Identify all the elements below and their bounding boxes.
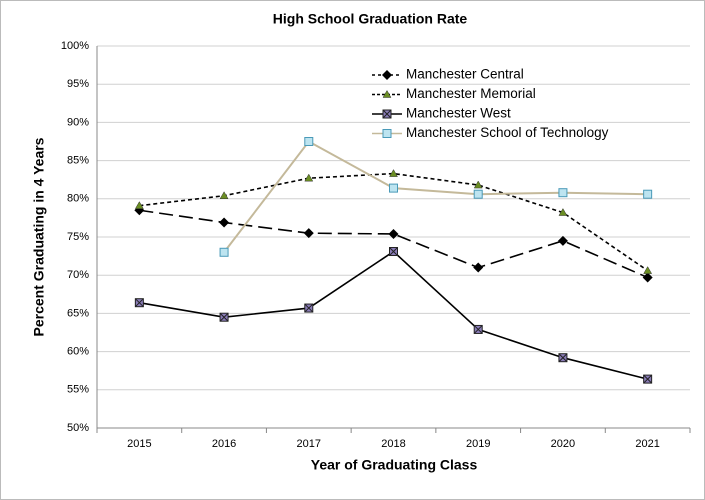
legend-label: Manchester West xyxy=(406,106,511,121)
y-tick-label: 85% xyxy=(67,155,89,167)
marker-cross xyxy=(135,298,144,308)
data-point xyxy=(389,183,398,193)
data-point xyxy=(219,217,230,228)
y-tick-label: 65% xyxy=(67,307,89,319)
data-point xyxy=(219,191,229,199)
legend-marker xyxy=(382,70,392,80)
legend-label: Manchester Memorial xyxy=(406,86,536,101)
x-tick-label: 2018 xyxy=(381,438,405,450)
chart-title: High School Graduation Rate xyxy=(273,11,468,27)
x-tick-label: 2020 xyxy=(551,438,575,450)
marker-cross xyxy=(558,353,568,363)
data-point xyxy=(643,266,653,274)
legend-label: Manchester Central xyxy=(406,67,524,82)
marker-cross xyxy=(304,303,314,313)
y-tick-label: 95% xyxy=(67,78,89,90)
y-tick-label: 70% xyxy=(67,269,89,281)
data-point xyxy=(389,169,398,177)
data-point xyxy=(304,173,314,182)
x-tick-label: 2016 xyxy=(212,438,236,450)
legend-label: Manchester School of Technology xyxy=(406,125,609,140)
marker-cross xyxy=(643,374,652,384)
data-point xyxy=(642,272,653,283)
y-tick-label: 60% xyxy=(67,346,89,358)
data-point xyxy=(219,247,229,257)
data-point xyxy=(388,228,399,239)
y-tick-label: 80% xyxy=(67,193,89,205)
y-tick-label: 50% xyxy=(67,422,89,434)
x-tick-label: 2021 xyxy=(635,438,659,450)
y-axis-label: Percent Graduating in 4 Years xyxy=(31,137,47,336)
series-line xyxy=(223,140,648,253)
data-point xyxy=(643,189,653,199)
legend-marker xyxy=(382,89,392,98)
y-tick-label: 90% xyxy=(67,116,89,128)
data-point xyxy=(473,262,484,273)
x-tick-label: 2017 xyxy=(297,438,321,450)
marker-cross xyxy=(382,109,392,119)
data-point xyxy=(134,201,144,209)
data-point xyxy=(304,137,314,146)
marker-cross xyxy=(473,325,483,334)
data-point xyxy=(473,180,483,189)
data-point xyxy=(558,188,568,198)
data-point xyxy=(473,189,483,199)
x-axis-label: Year of Graduating Class xyxy=(311,457,478,473)
y-tick-label: 55% xyxy=(67,384,89,396)
data-point xyxy=(557,235,568,246)
x-tick-label: 2019 xyxy=(466,438,490,450)
marker-cross xyxy=(389,247,398,256)
legend-marker xyxy=(382,129,392,138)
data-point xyxy=(558,208,568,216)
marker-cross xyxy=(219,312,229,322)
y-tick-label: 100% xyxy=(61,40,89,52)
x-tick-label: 2015 xyxy=(127,438,151,450)
data-point xyxy=(303,228,314,239)
y-tick-label: 75% xyxy=(67,231,89,243)
